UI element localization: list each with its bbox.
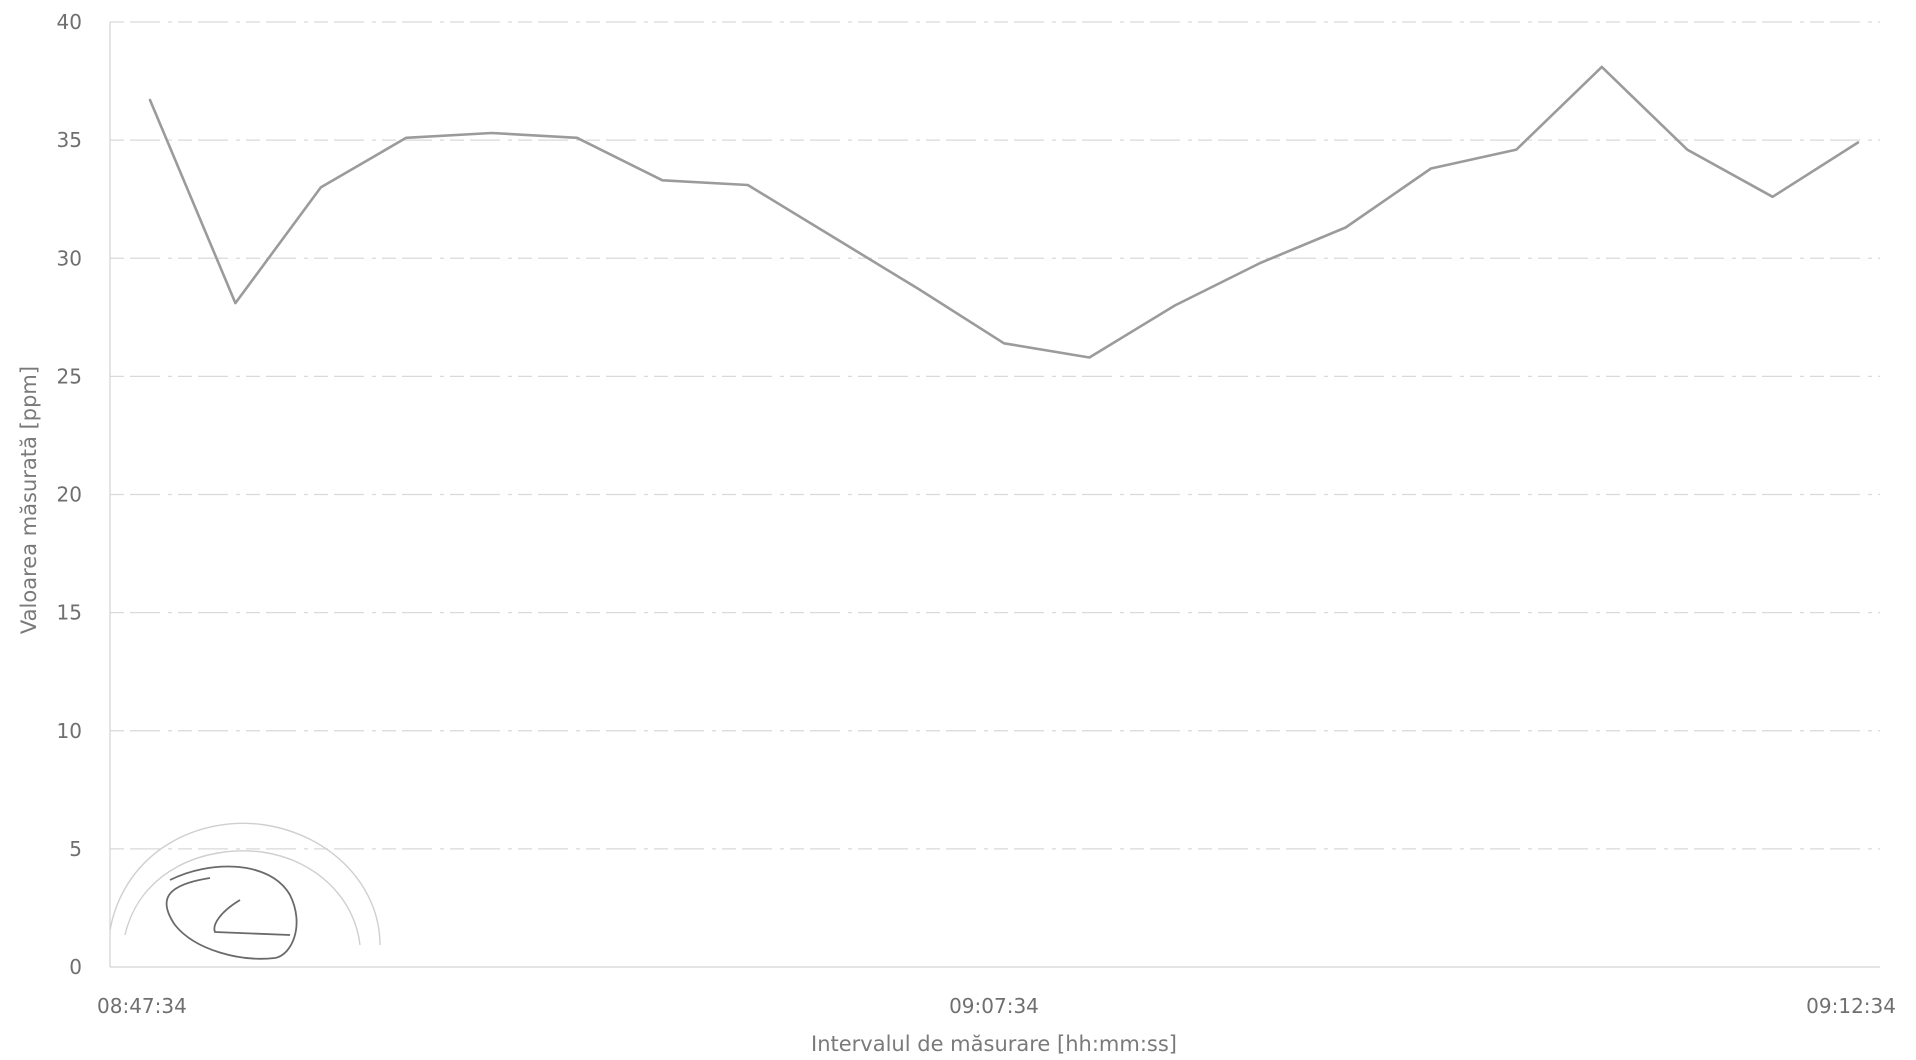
y-tick-label: 40 <box>57 10 82 34</box>
y-tick-label: 35 <box>57 128 82 152</box>
y-tick-label: 5 <box>69 837 82 861</box>
y-tick-label: 10 <box>57 719 82 743</box>
y-tick-label: 0 <box>69 955 82 979</box>
x-tick-label: 09:07:34 <box>949 994 1039 1018</box>
series-line <box>148 65 1860 359</box>
series-layer <box>148 65 1860 359</box>
x-tick-label: 09:12:34 <box>1806 994 1896 1018</box>
x-tick-labels: 08:47:34 09:07:34 09:12:34 <box>97 994 1896 1018</box>
axes <box>109 22 1880 968</box>
y-axis-label: Valoarea măsurată [ppm] <box>17 366 41 634</box>
y-tick-label: 25 <box>57 364 82 388</box>
signature-stamp <box>109 822 381 960</box>
y-tick-label: 30 <box>57 246 82 270</box>
y-tick-label: 15 <box>57 601 82 625</box>
y-tick-labels: 0 5 10 15 20 25 30 35 40 <box>57 10 82 979</box>
x-tick-label: 08:47:34 <box>97 994 187 1018</box>
x-axis-label: Intervalul de măsurare [hh:mm:ss] <box>811 1032 1177 1056</box>
gridlines <box>110 21 1880 850</box>
y-tick-label: 20 <box>57 483 82 507</box>
